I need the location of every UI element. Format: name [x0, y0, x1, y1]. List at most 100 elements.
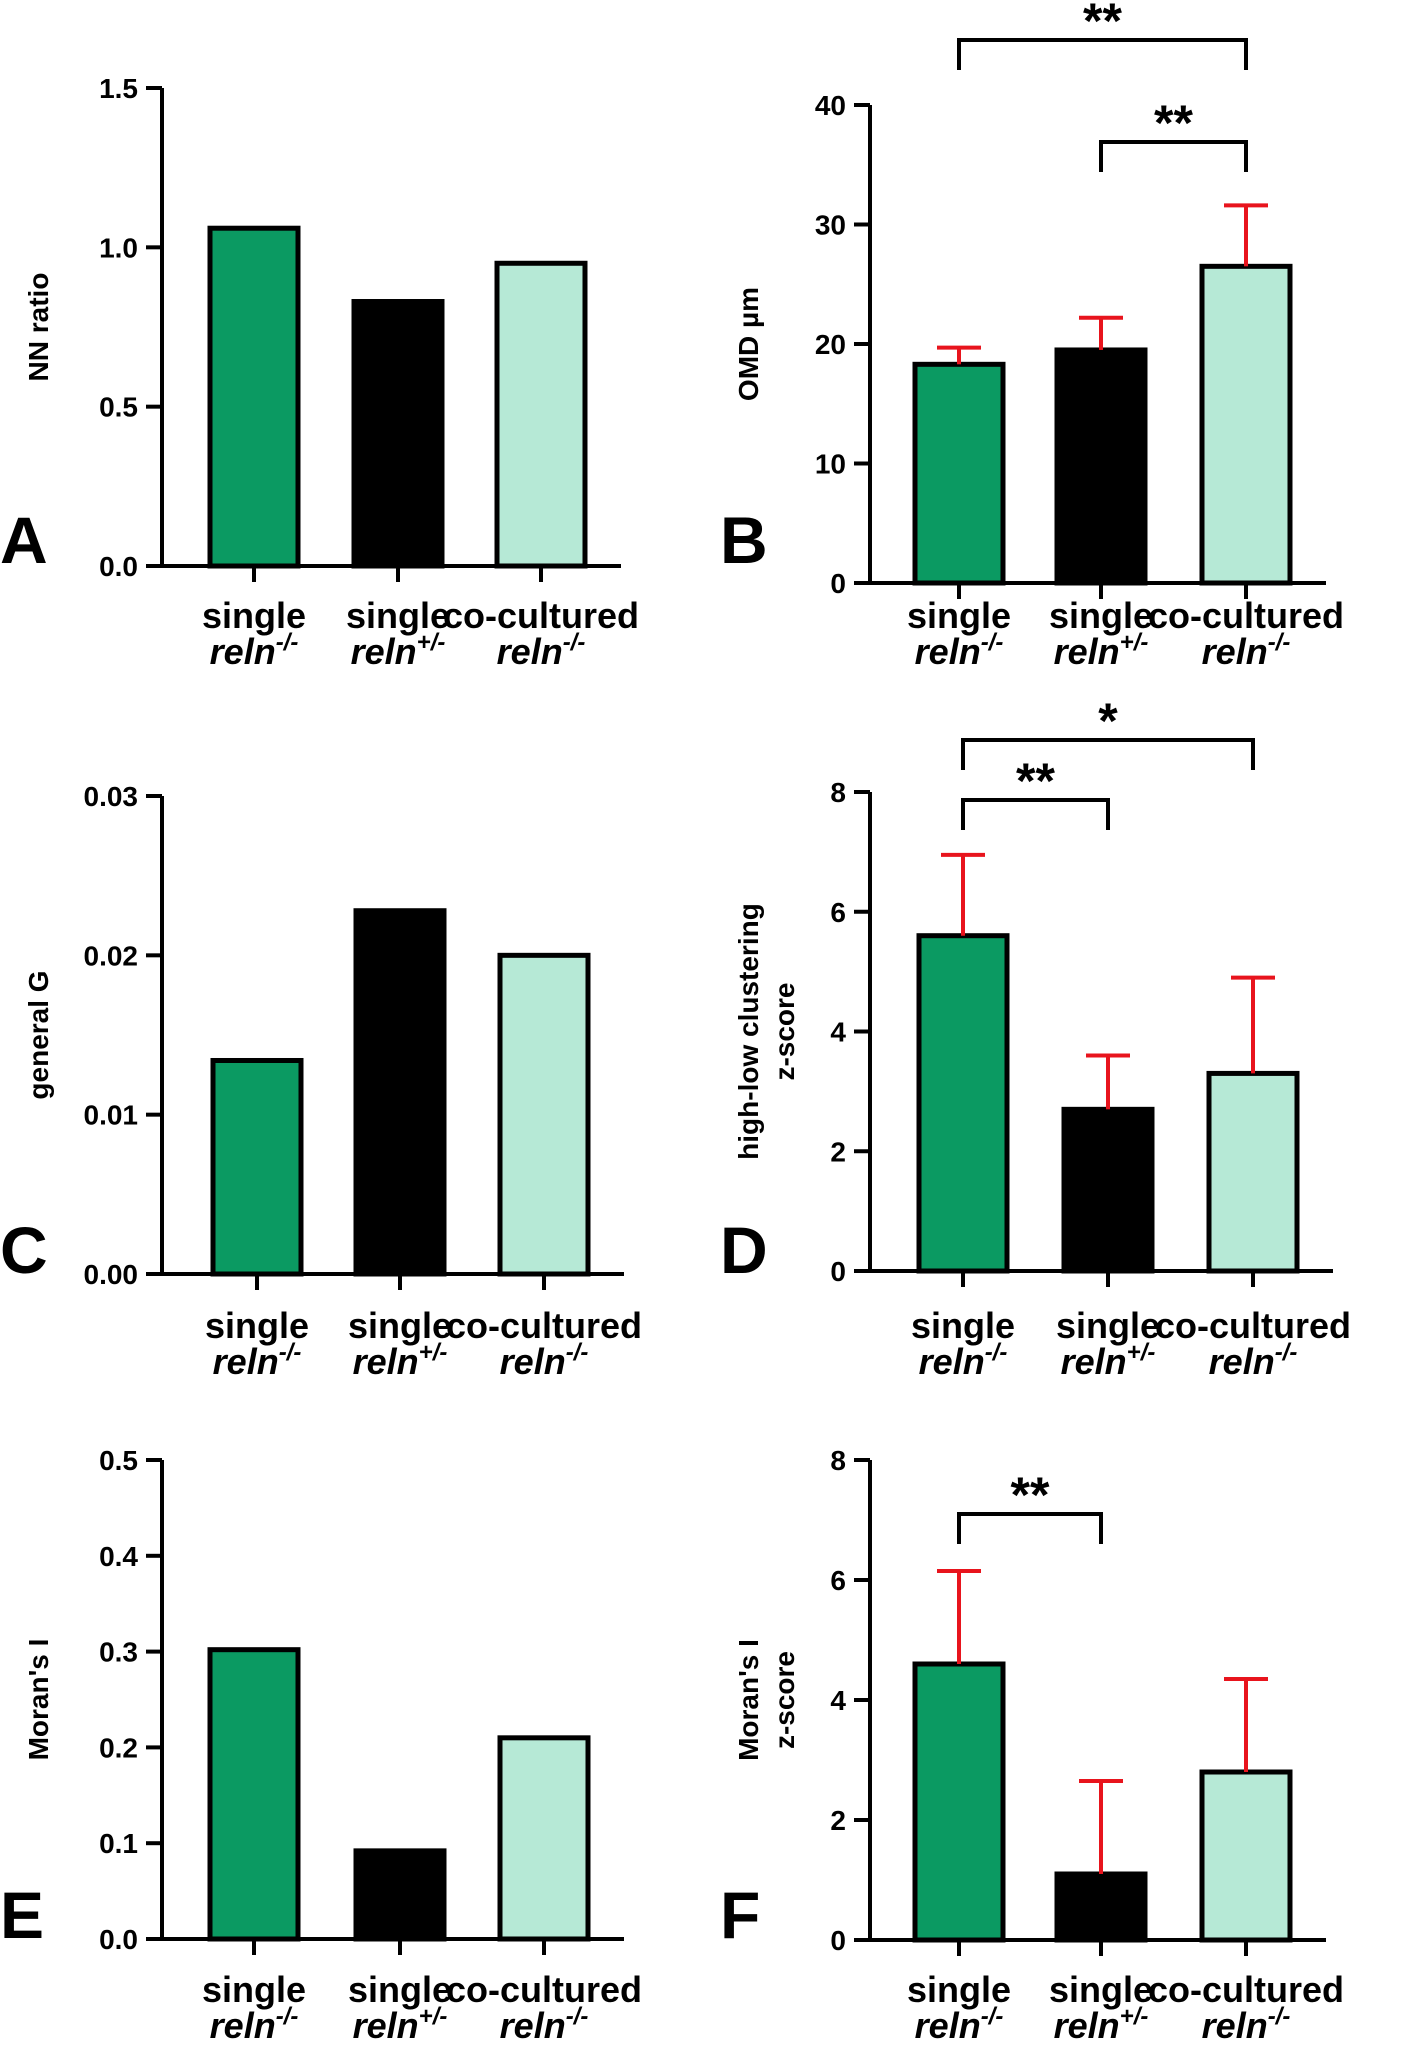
panel-f: 02468singlereln-/-singlereln+/-co-cultur…: [720, 1445, 1344, 2046]
y-axis-label: Moran's I: [733, 1639, 764, 1761]
significance-bracket: [957, 1512, 1103, 1544]
y-tick-label: 0: [830, 1256, 846, 1287]
category-label: co-cultured: [1148, 595, 1344, 636]
genotype-superscript: -/-: [981, 629, 1004, 656]
category-gene-label: reln-/-: [1202, 629, 1291, 672]
category-gene-label: reln-/-: [213, 1339, 302, 1382]
y-axis-label: z-score: [769, 982, 800, 1080]
significance-bracket: [957, 38, 1248, 70]
category-gene-label: reln-/-: [497, 629, 586, 672]
gene-name: reln: [1054, 2005, 1120, 2046]
y-tick-label: 0.5: [99, 1445, 138, 1476]
category-gene-label: reln-/-: [915, 2003, 1004, 2046]
genotype-superscript: -/-: [1268, 2003, 1291, 2030]
y-tick-label: 6: [830, 897, 846, 928]
gene-name: reln: [210, 631, 276, 672]
category-label: single: [1049, 1969, 1153, 2010]
bar: [497, 1735, 591, 1942]
y-tick-label: 8: [830, 1445, 846, 1476]
category-label: single: [911, 1305, 1015, 1346]
genotype-superscript: -/-: [276, 2003, 299, 2030]
panel-e: 0.00.10.20.30.40.5singlereln-/-singlerel…: [0, 1445, 642, 2046]
y-tick-label: 0.03: [84, 781, 139, 812]
category-label: co-cultured: [1148, 1969, 1344, 2010]
y-tick-label: 0: [830, 568, 846, 599]
y-tick-label: 0.0: [99, 551, 138, 582]
category-gene-label: reln+/-: [1061, 1339, 1156, 1382]
category-gene-label: reln-/-: [1209, 1339, 1298, 1382]
category-label: co-cultured: [443, 595, 639, 636]
gene-name: reln: [1202, 2005, 1268, 2046]
gene-name: reln: [1209, 1341, 1275, 1382]
panel-letter: A: [0, 503, 48, 577]
y-tick-label: 0.02: [84, 940, 139, 971]
bar: [497, 952, 591, 1277]
panel-a: 0.00.51.01.5singlereln-/-singlereln+/-co…: [0, 73, 639, 672]
bar: [351, 299, 445, 569]
genotype-superscript: +/-: [1127, 1339, 1156, 1366]
bar: [912, 361, 1006, 586]
y-tick-label: 6: [830, 1565, 846, 1596]
gene-name: reln: [210, 2005, 276, 2046]
y-tick-label: 0.4: [99, 1541, 138, 1572]
genotype-superscript: -/-: [1275, 1339, 1298, 1366]
bar: [1054, 1871, 1148, 1943]
bar: [1061, 1106, 1155, 1274]
genotype-superscript: -/-: [279, 1339, 302, 1366]
y-tick-label: 4: [830, 1685, 846, 1716]
category-gene-label: reln-/-: [915, 629, 1004, 672]
significance-label: **: [1154, 95, 1193, 151]
genotype-superscript: -/-: [985, 1339, 1008, 1366]
panel-letter: F: [720, 1878, 760, 1952]
category-label: single: [907, 595, 1011, 636]
gene-name: reln: [919, 1341, 985, 1382]
gene-name: reln: [353, 2005, 419, 2046]
category-gene-label: reln-/-: [500, 2003, 589, 2046]
gene-name: reln: [500, 2005, 566, 2046]
category-gene-label: reln-/-: [919, 1339, 1008, 1382]
gene-name: reln: [497, 631, 563, 672]
significance-bracket: [961, 798, 1110, 830]
y-axis-label: NN ratio: [23, 273, 54, 382]
gene-name: reln: [213, 1341, 279, 1382]
genotype-superscript: -/-: [563, 629, 586, 656]
significance-label: **: [1083, 0, 1122, 49]
gene-name: reln: [353, 1341, 419, 1382]
category-gene-label: reln+/-: [1054, 629, 1149, 672]
significance-label: *: [1098, 693, 1118, 749]
y-tick-label: 0.01: [84, 1100, 139, 1131]
y-tick-label: 0: [830, 1925, 846, 1956]
y-tick-label: 0.2: [99, 1732, 138, 1763]
bar: [210, 1057, 304, 1277]
bar: [494, 260, 588, 569]
panel-c: 0.000.010.020.03singlereln-/-singlereln+…: [0, 781, 642, 1382]
panel-letter: E: [0, 1878, 44, 1952]
y-tick-label: 10: [815, 449, 846, 480]
y-axis-label: high-low clustering: [733, 903, 764, 1160]
gene-name: reln: [1202, 631, 1268, 672]
category-label: single: [1049, 595, 1153, 636]
genotype-superscript: -/-: [566, 2003, 589, 2030]
genotype-superscript: -/-: [276, 629, 299, 656]
category-gene-label: reln+/-: [351, 629, 446, 672]
y-axis-label: Moran's I: [23, 1639, 54, 1761]
category-label: single: [202, 1969, 306, 2010]
gene-name: reln: [1054, 631, 1120, 672]
category-gene-label: reln-/-: [210, 629, 299, 672]
y-tick-label: 0.5: [99, 392, 138, 423]
genotype-superscript: +/-: [417, 629, 446, 656]
gene-name: reln: [500, 1341, 566, 1382]
significance-label: **: [1016, 753, 1055, 809]
panel-letter: C: [0, 1213, 48, 1287]
genotype-superscript: +/-: [419, 2003, 448, 2030]
category-label: single: [202, 595, 306, 636]
y-tick-label: 2: [830, 1805, 846, 1836]
panel-d: 02468singlereln-/-singlereln+/-co-cultur…: [720, 693, 1351, 1382]
bar: [353, 1848, 447, 1942]
significance-label: **: [1011, 1467, 1050, 1523]
y-tick-label: 2: [830, 1136, 846, 1167]
panel-letter: D: [720, 1213, 768, 1287]
y-tick-label: 30: [815, 210, 846, 241]
genotype-superscript: +/-: [419, 1339, 448, 1366]
